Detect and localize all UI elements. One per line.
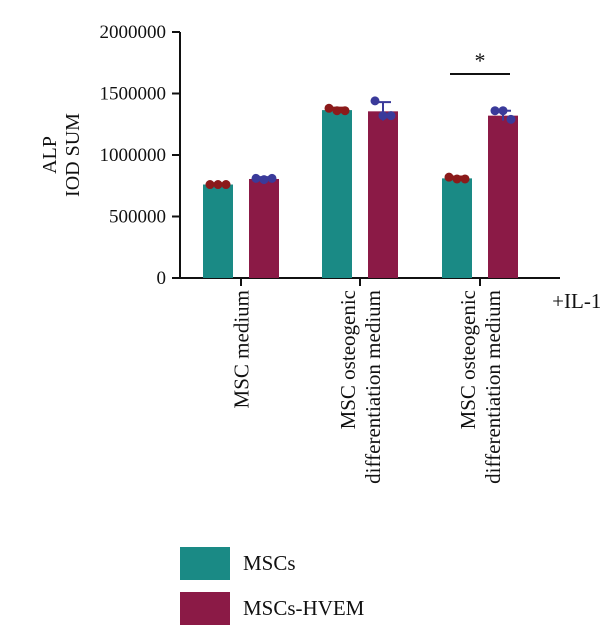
y-axis: 0 500000 1000000 1500000 2000000 (100, 22, 181, 289)
significance-annotations: * (450, 48, 510, 75)
y-axis-title: ALPIOD SUM (39, 113, 84, 197)
data-point (498, 106, 508, 116)
data-point (378, 111, 388, 121)
bar-mscs-hvem (368, 111, 398, 279)
category-label-line: differentiation medium (361, 290, 385, 484)
bar-mscs (442, 178, 472, 278)
data-point (259, 175, 269, 185)
y-axis-label: ALPIOD SUM (39, 113, 84, 197)
category-label-line: differentiation medium (481, 290, 505, 484)
data-point (267, 173, 277, 183)
legend-label: MSCs-HVEM (243, 596, 365, 620)
legend-swatch (180, 547, 230, 580)
category-labels: MSC medium MSC osteogenicdifferentiation … (229, 289, 600, 484)
legend-label: MSCs (243, 551, 296, 575)
data-point (490, 106, 500, 116)
legend-swatch (180, 592, 230, 625)
data-point (324, 103, 334, 113)
bar-mscs (203, 184, 233, 278)
bar-mscs-hvem (249, 178, 279, 278)
category-label-line: MSC osteogenic (336, 290, 360, 429)
data-point (213, 180, 223, 190)
category-label: MSC osteogenicdifferentiation medium (336, 290, 385, 484)
data-point (460, 174, 470, 184)
data-point (332, 106, 342, 116)
category-label: MSC medium (229, 290, 253, 408)
data-point (506, 114, 516, 124)
data-point (221, 180, 231, 190)
significance-marker: * (475, 48, 486, 73)
bar-mscs (322, 110, 352, 278)
y-tick-label: 2000000 (100, 22, 167, 43)
y-tick-label: 1500000 (100, 84, 167, 105)
y-tick-label: 500000 (109, 207, 166, 228)
category-suffix-label: +IL-17 (552, 289, 600, 313)
data-point (444, 172, 454, 182)
data-point (386, 111, 396, 121)
category-label-line: MSC osteogenic (456, 290, 480, 429)
bars-layer (203, 96, 518, 279)
y-tick-label: 1000000 (100, 145, 167, 166)
x-axis (180, 277, 560, 286)
legend: MSCs MSCs-HVEM (180, 547, 365, 625)
bar-mscs-hvem (488, 115, 518, 278)
y-axis-title-line: ALP (39, 136, 61, 174)
category-label: MSC osteogenicdifferentiation medium (456, 290, 505, 484)
y-tick-label: 0 (157, 268, 167, 289)
data-point (340, 106, 350, 116)
y-axis-title-line: IOD SUM (62, 113, 84, 197)
data-point (251, 173, 261, 183)
data-point (370, 96, 380, 106)
category-label-line: MSC medium (229, 290, 253, 408)
data-point (205, 180, 215, 190)
data-point (452, 174, 462, 184)
